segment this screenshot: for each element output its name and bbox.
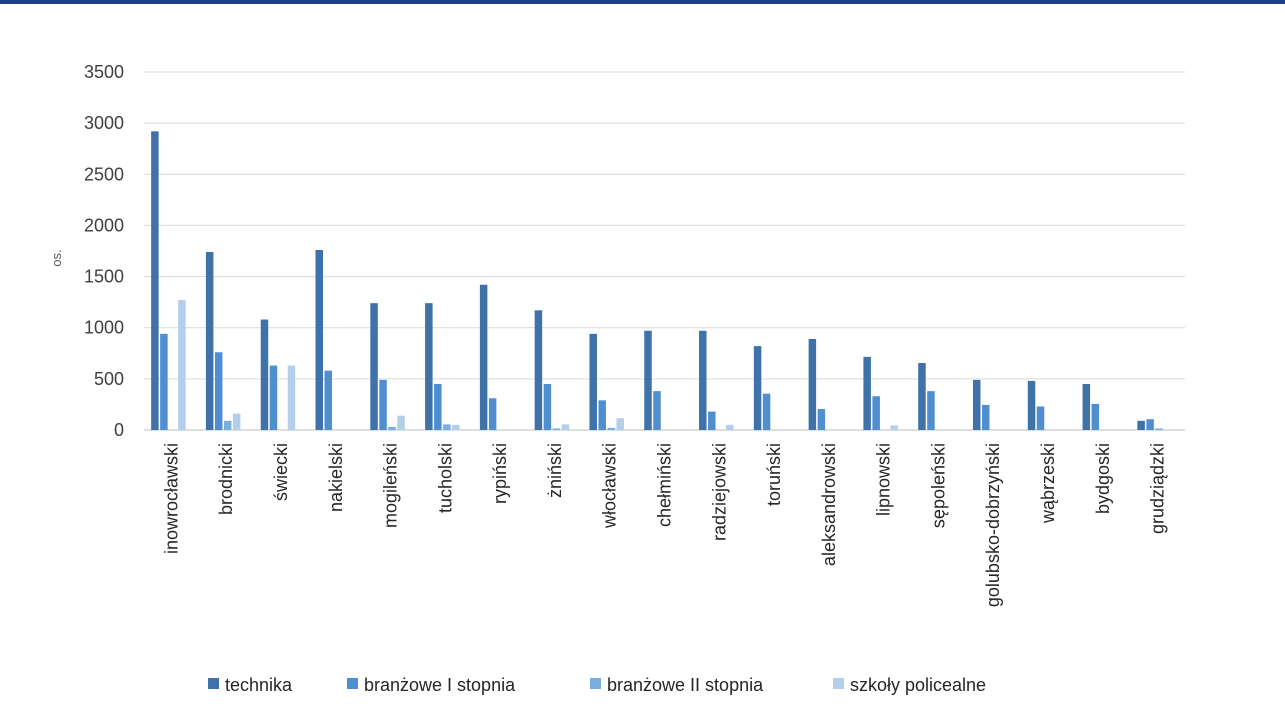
bar [388,426,396,430]
bar [425,303,433,430]
bar [616,418,624,430]
y-tick-label: 2500 [84,164,124,184]
bar [607,427,615,430]
bar [726,424,734,430]
bar [205,252,214,430]
bar [1155,428,1163,430]
y-tick-label: 3000 [84,113,124,133]
bar [223,420,232,430]
bar [552,428,561,430]
bar [808,338,817,430]
bar [1137,420,1145,430]
x-tick-label: aleksandrowski [819,443,839,566]
legend-swatch [833,678,844,689]
bar [653,391,661,430]
bar [890,425,898,430]
y-tick-label: 0 [114,420,124,440]
bar [397,415,405,430]
grid-lines [144,71,1185,431]
bar [543,383,552,430]
x-tick-label: inowrocławski [161,443,181,554]
bar [817,409,826,430]
bar [1027,380,1036,430]
bar [178,300,186,430]
bar [644,330,652,430]
y-tick-label: 500 [94,369,124,389]
bar [561,424,570,430]
bar [443,424,451,430]
bar [434,383,442,430]
bar [287,365,296,430]
bar [699,330,707,430]
bar [479,284,488,430]
bar [589,333,597,430]
y-axis: 0 500 1000 1500 2000 2500 3000 3500 [84,62,124,440]
bar [232,413,241,430]
y-tick-label: 3500 [84,62,124,82]
x-tick-label: wąbrzeski [1038,443,1058,524]
x-tick-label: chełmiński [655,443,675,527]
bar [488,398,497,430]
legend-label: technika [225,675,293,695]
x-axis: inowrocławski brodnicki świecki nakielski mo… [161,443,1167,607]
y-tick-label: 2000 [84,215,124,235]
bar [918,363,926,430]
bar [260,319,269,430]
bar [534,310,543,430]
top-accent-bar [0,0,1285,4]
x-tick-label: żniński [545,443,565,498]
x-tick-label: radziejowski [709,443,729,541]
bar [379,379,387,430]
bar [324,370,333,430]
x-tick-label: sępoleński [928,443,948,528]
bar [1082,383,1091,430]
x-tick-label: toruński [764,443,784,506]
bar [160,333,168,430]
bar [1146,419,1154,430]
x-tick-label: grudziądzki [1148,443,1168,534]
bar [863,356,871,430]
bar [753,346,762,430]
bar [981,404,990,430]
x-tick-label: mogileński [381,443,401,528]
bar [972,379,981,430]
x-tick-label: włocławski [600,443,620,529]
bar [762,393,771,430]
bar [151,131,159,430]
bar [370,303,378,430]
bar [1091,403,1100,430]
bar [452,424,460,430]
bar [927,391,935,430]
legend-label: branżowe II stopnia [607,675,764,695]
bars [151,131,1163,430]
x-tick-label: tucholski [435,443,455,513]
bar [214,352,223,430]
bar [708,411,716,430]
legend-label: szkoły policealne [850,675,986,695]
x-tick-label: świecki [271,443,291,501]
legend-label: branżowe I stopnia [364,675,516,695]
bar [1036,406,1045,430]
bar [872,396,880,430]
y-tick-label: 1000 [84,318,124,338]
x-tick-label: bydgoski [1093,443,1113,514]
bar [269,365,278,430]
x-tick-label: lipnowski [874,443,894,516]
legend-swatch [208,678,219,689]
legend: technika branżowe I stopnia branżowe II st… [208,675,986,695]
y-tick-label: 1500 [84,267,124,287]
x-tick-label: nakielski [326,443,346,512]
bar [315,249,324,430]
x-tick-label: golubsko-dobrzyński [983,443,1003,607]
legend-swatch [347,678,358,689]
y-axis-label: os. [49,249,64,266]
legend-swatch [590,678,601,689]
x-tick-label: brodnicki [216,443,236,515]
x-tick-label: rypiński [490,443,510,504]
bar [598,400,606,430]
